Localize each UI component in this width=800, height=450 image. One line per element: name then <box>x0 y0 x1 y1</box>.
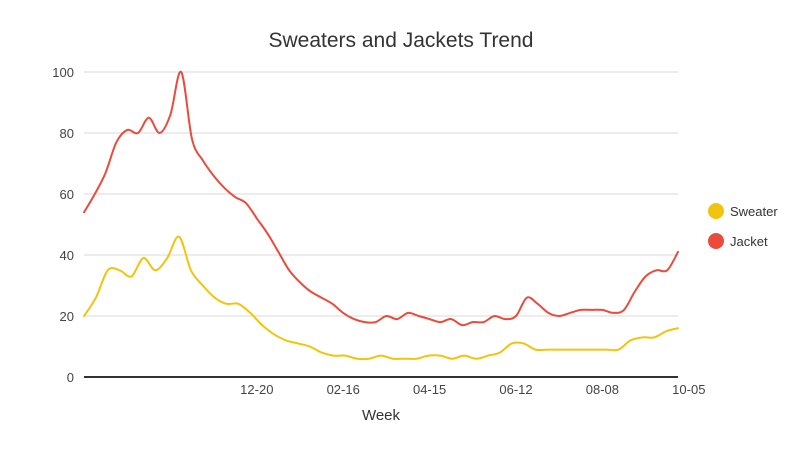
x-tick-label: 06-12 <box>499 382 532 397</box>
legend-marker-jacket <box>708 233 724 249</box>
chart-title: Sweaters and Jackets Trend <box>269 29 534 52</box>
x-tick-label: 12-20 <box>240 382 273 397</box>
y-axis-ticks: 0 20 40 60 80 100 <box>52 65 74 385</box>
x-tick-label: 08-08 <box>586 382 619 397</box>
legend-label-sweater: Sweater <box>730 204 778 219</box>
series-line-sweater <box>83 235 679 361</box>
legend-marker-sweater <box>708 203 724 219</box>
x-tick-label: 04-15 <box>413 382 446 397</box>
y-tick-label: 20 <box>60 309 74 324</box>
series-lines <box>83 70 679 361</box>
y-tick-label: 40 <box>60 248 74 263</box>
series-line-jacket <box>83 70 679 327</box>
y-tick-label: 100 <box>52 65 74 80</box>
x-tick-label: 10-05 <box>672 382 705 397</box>
legend: Sweater Jacket <box>708 203 778 249</box>
y-tick-label: 0 <box>67 370 74 385</box>
y-tick-label: 80 <box>60 126 74 141</box>
gridlines <box>84 71 678 317</box>
x-axis-label: Week <box>362 407 401 424</box>
legend-label-jacket: Jacket <box>730 234 768 249</box>
x-tick-label: 02-16 <box>327 382 360 397</box>
y-tick-label: 60 <box>60 187 74 202</box>
x-axis-ticks: 12-20 02-16 04-15 06-12 08-08 10-05 <box>240 382 705 397</box>
